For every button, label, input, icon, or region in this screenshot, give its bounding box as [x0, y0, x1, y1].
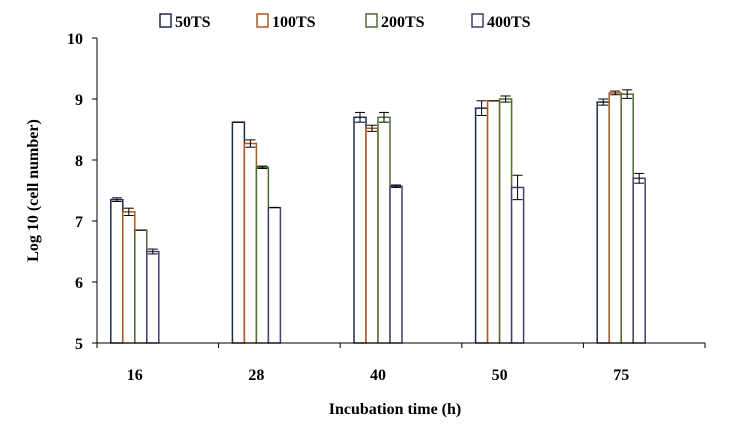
legend-label-400ts: 400TS [487, 14, 531, 31]
bar-400ts-50 [510, 186, 525, 344]
bar-200ts-16 [134, 229, 148, 344]
error-bar [476, 100, 487, 116]
x-axis-label: Incubation time (h) [329, 401, 461, 418]
y-tick-label: 7 [75, 214, 83, 231]
error-bar [111, 197, 122, 202]
bar-200ts-50 [498, 98, 513, 344]
y-tick-label: 9 [75, 92, 83, 109]
legend-swatch-50ts [159, 13, 172, 28]
error-bar [634, 172, 645, 184]
error-bar [622, 89, 633, 99]
bar-50ts-40 [353, 116, 367, 344]
bar-50ts-75 [596, 101, 610, 344]
bar-50ts-50 [474, 107, 489, 344]
error-bar [598, 98, 609, 106]
bar-100ts-40 [365, 127, 379, 344]
y-axis-ticks: 5 6 7 8 9 10 [67, 31, 97, 353]
error-bar [391, 184, 401, 188]
error-bar [512, 174, 523, 201]
bars [110, 89, 646, 344]
error-bar [500, 95, 511, 103]
legend-label-100ts: 100TS [272, 14, 316, 31]
legend-swatch-200ts [365, 13, 378, 28]
error-bar [245, 139, 256, 148]
x-tick-label: 28 [248, 367, 264, 384]
bar-100ts-28 [243, 142, 258, 344]
y-tick-label: 10 [67, 31, 83, 48]
error-bar [147, 248, 158, 255]
legend-swatch-400ts [471, 13, 484, 28]
x-tick-label: 40 [370, 367, 386, 384]
error-bar [379, 111, 389, 123]
bar-400ts-40 [389, 185, 403, 344]
bar-400ts-28 [267, 206, 282, 344]
bar-50ts-16 [110, 198, 124, 344]
y-axis-label: Log 10 (cell number) [25, 119, 42, 262]
bar-100ts-50 [486, 100, 501, 344]
bar-100ts-75 [608, 92, 622, 344]
error-bar [367, 124, 377, 132]
error-bar [123, 207, 134, 217]
bar-100ts-16 [122, 211, 136, 344]
bar-400ts-75 [632, 177, 646, 344]
legend: 50TS 100TS 200TS 400TS [159, 13, 531, 31]
error-bar [257, 165, 268, 170]
bar-400ts-16 [146, 250, 160, 344]
x-tick-label: 75 [613, 367, 629, 384]
legend-label-50ts: 50TS [175, 14, 211, 31]
x-tick-label: 50 [492, 367, 508, 384]
legend-label-200ts: 200TS [381, 14, 425, 31]
x-tick-label: 16 [127, 367, 143, 384]
bar-200ts-40 [377, 116, 391, 344]
x-axis-ticks: 16 28 40 50 75 [96, 343, 706, 384]
bar-200ts-28 [255, 166, 270, 344]
bar-50ts-28 [231, 121, 246, 344]
y-tick-label: 8 [75, 153, 83, 170]
y-tick-label: 6 [75, 275, 83, 292]
y-tick-label: 5 [75, 336, 83, 353]
error-bar [610, 90, 621, 96]
bar-200ts-75 [620, 93, 634, 344]
legend-swatch-100ts [256, 13, 269, 28]
error-bar [355, 111, 365, 123]
